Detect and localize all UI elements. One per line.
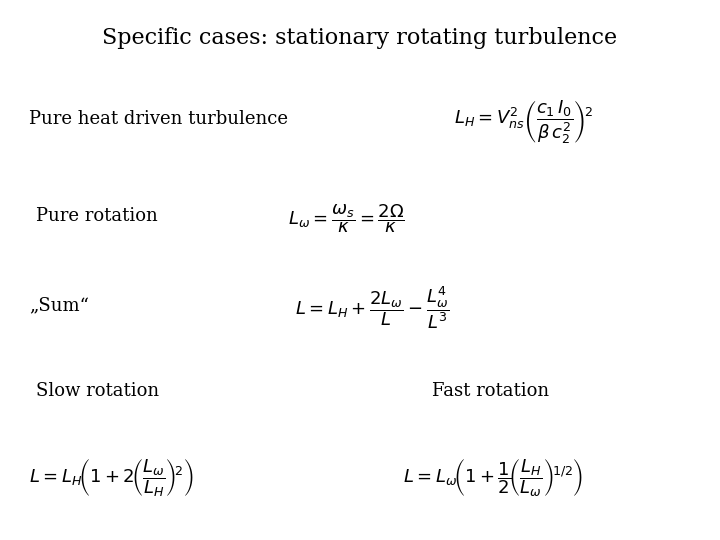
Text: „Sum“: „Sum“ — [29, 296, 89, 314]
Text: Specific cases: stationary rotating turbulence: Specific cases: stationary rotating turb… — [102, 27, 618, 49]
Text: $L = L_{H} + \dfrac{2L_{\omega}}{L} - \dfrac{L_{\omega}^{4}}{L^3}$: $L = L_{H} + \dfrac{2L_{\omega}}{L} - \d… — [295, 285, 449, 331]
Text: $L_{\omega} = \dfrac{\omega_s}{\kappa} = \dfrac{2\Omega}{\kappa}$: $L_{\omega} = \dfrac{\omega_s}{\kappa} =… — [288, 202, 405, 235]
Text: Slow rotation: Slow rotation — [36, 382, 159, 401]
Text: Pure rotation: Pure rotation — [36, 207, 158, 225]
Text: Fast rotation: Fast rotation — [432, 382, 549, 401]
Text: $L_{H} = V_{ns}^{2}\left(\dfrac{c_1\, I_0}{\beta\, c_2^2}\right)^{\!2}$: $L_{H} = V_{ns}^{2}\left(\dfrac{c_1\, I_… — [454, 98, 593, 145]
Text: $L = L_{H}\!\left(1 + 2\!\left(\dfrac{L_{\omega}}{L_{H}}\right)^{\!2}\right)$: $L = L_{H}\!\left(1 + 2\!\left(\dfrac{L_… — [29, 457, 194, 499]
Text: $L = L_{\omega}\!\left(1 + \dfrac{1}{2}\!\left(\dfrac{L_{H}}{L_{\omega}}\right)^: $L = L_{\omega}\!\left(1 + \dfrac{1}{2}\… — [403, 457, 583, 499]
Text: Pure heat driven turbulence: Pure heat driven turbulence — [29, 110, 288, 128]
